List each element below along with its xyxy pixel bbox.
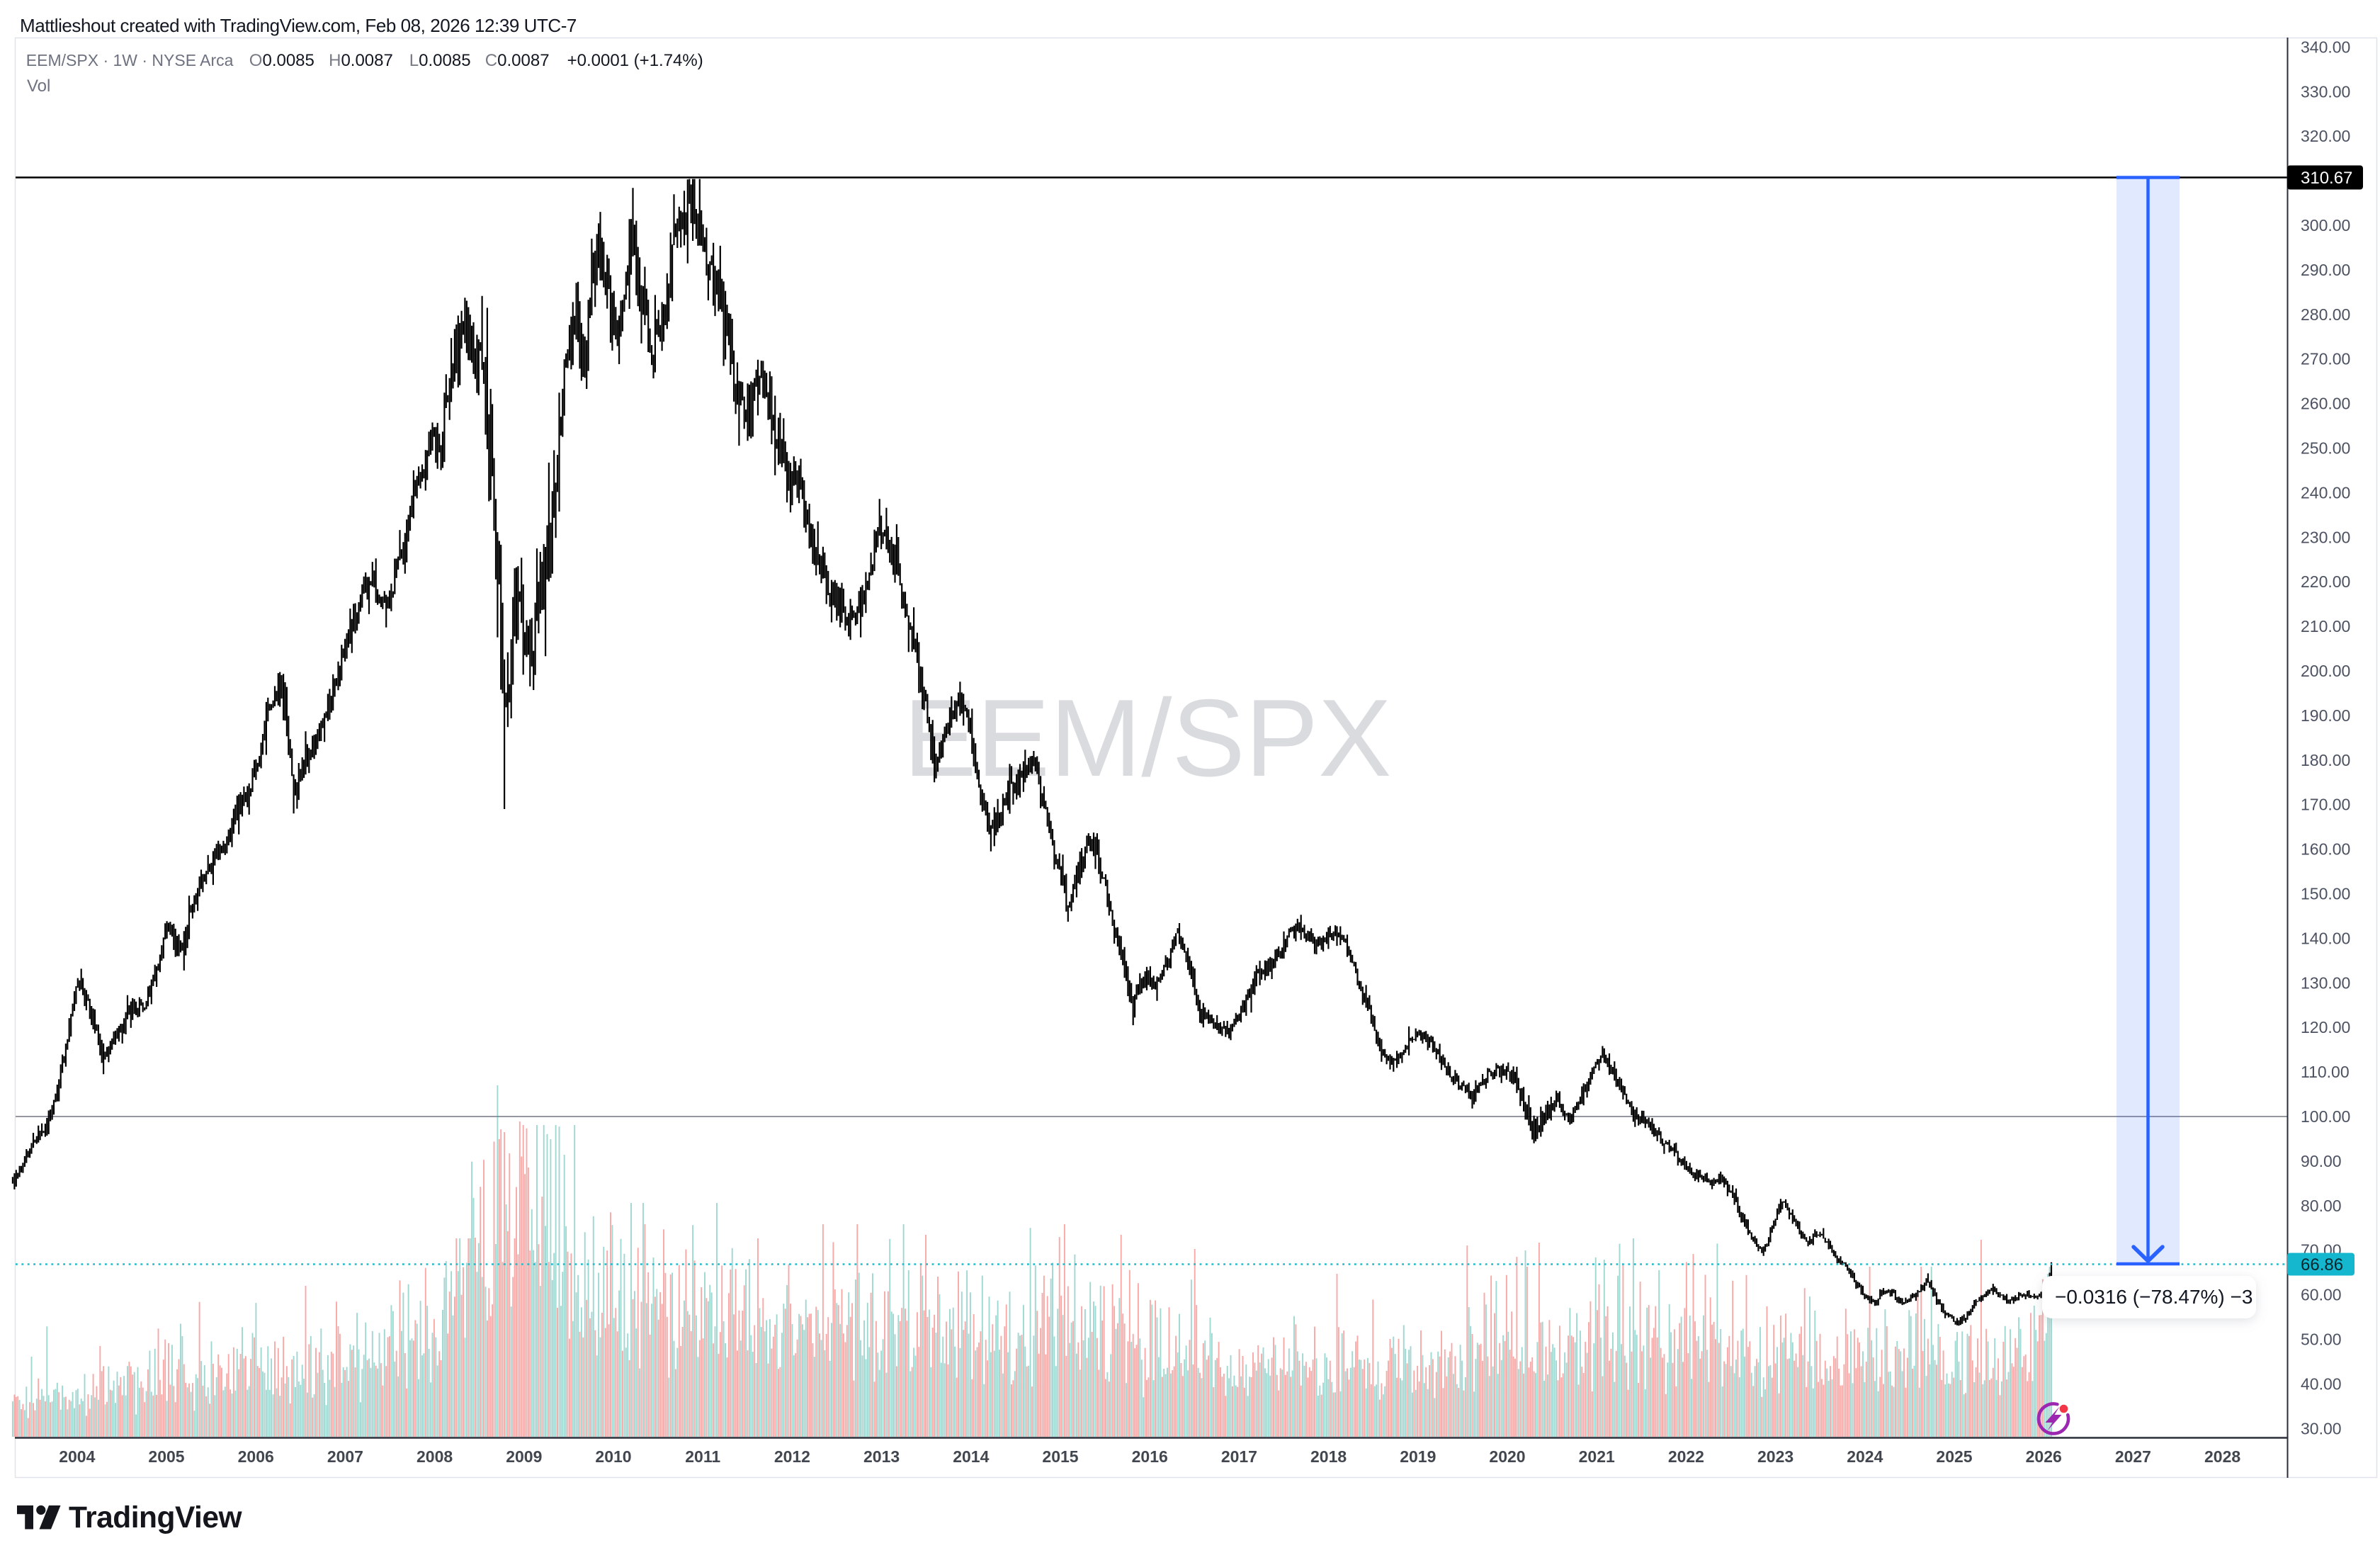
- svg-text:2007: 2007: [327, 1447, 363, 1466]
- svg-text:TradingView: TradingView: [69, 1501, 243, 1534]
- svg-text:120.00: 120.00: [2301, 1018, 2350, 1036]
- svg-text:30.00: 30.00: [2301, 1419, 2342, 1437]
- svg-text:290.00: 290.00: [2301, 261, 2350, 279]
- svg-text:2015: 2015: [1042, 1447, 1078, 1466]
- svg-text:Vol: Vol: [27, 77, 50, 96]
- svg-text:330.00: 330.00: [2301, 82, 2350, 101]
- svg-text:60.00: 60.00: [2301, 1286, 2342, 1304]
- svg-text:2010: 2010: [595, 1447, 631, 1466]
- svg-text:240.00: 240.00: [2301, 483, 2350, 502]
- svg-text:2022: 2022: [1668, 1447, 1704, 1466]
- svg-text:H0.0087: H0.0087: [329, 51, 393, 70]
- svg-text:160.00: 160.00: [2301, 840, 2350, 859]
- svg-text:66.86: 66.86: [2301, 1255, 2343, 1274]
- svg-text:2018: 2018: [1310, 1447, 1347, 1466]
- svg-text:190.00: 190.00: [2301, 706, 2350, 725]
- svg-text:L0.0085: L0.0085: [409, 51, 471, 70]
- svg-text:2025: 2025: [1936, 1447, 1972, 1466]
- svg-text:2008: 2008: [416, 1447, 453, 1466]
- svg-text:130.00: 130.00: [2301, 973, 2350, 992]
- svg-text:2013: 2013: [863, 1447, 900, 1466]
- svg-text:220.00: 220.00: [2301, 572, 2350, 591]
- svg-text:40.00: 40.00: [2301, 1374, 2342, 1393]
- svg-text:2027: 2027: [2115, 1447, 2151, 1466]
- svg-text:110.00: 110.00: [2301, 1063, 2350, 1081]
- svg-text:100.00: 100.00: [2301, 1107, 2350, 1126]
- svg-text:200.00: 200.00: [2301, 662, 2350, 680]
- svg-text:EEM/SPX: EEM/SPX: [903, 677, 1391, 799]
- svg-text:230.00: 230.00: [2301, 528, 2350, 546]
- svg-text:2014: 2014: [953, 1447, 989, 1466]
- svg-text:2005: 2005: [148, 1447, 184, 1466]
- svg-text:340.00: 340.00: [2301, 38, 2350, 56]
- svg-text:2011: 2011: [685, 1447, 720, 1466]
- svg-text:170.00: 170.00: [2301, 796, 2350, 814]
- svg-text:320.00: 320.00: [2301, 127, 2350, 145]
- svg-text:90.00: 90.00: [2301, 1152, 2342, 1170]
- svg-text:2028: 2028: [2204, 1447, 2240, 1466]
- svg-text:−0.0316 (−78.47%) −3: −0.0316 (−78.47%) −3: [2055, 1286, 2252, 1308]
- svg-text:2009: 2009: [506, 1447, 542, 1466]
- svg-text:300.00: 300.00: [2301, 216, 2350, 234]
- svg-text:2019: 2019: [1400, 1447, 1436, 1466]
- svg-text:+0.0001 (+1.74%): +0.0001 (+1.74%): [567, 51, 703, 70]
- svg-text:2016: 2016: [1132, 1447, 1168, 1466]
- svg-text:2026: 2026: [2026, 1447, 2062, 1466]
- svg-text:C0.0087: C0.0087: [485, 51, 550, 70]
- svg-text:140.00: 140.00: [2301, 929, 2350, 947]
- svg-text:2021: 2021: [1579, 1447, 1615, 1466]
- svg-text:2004: 2004: [59, 1447, 95, 1466]
- svg-text:210.00: 210.00: [2301, 617, 2350, 635]
- svg-text:O0.0085: O0.0085: [249, 51, 314, 70]
- svg-text:280.00: 280.00: [2301, 305, 2350, 324]
- svg-text:2024: 2024: [1847, 1447, 1883, 1466]
- svg-text:310.67: 310.67: [2301, 169, 2352, 188]
- svg-text:180.00: 180.00: [2301, 751, 2350, 769]
- svg-text:EEM/SPX · 1W · NYSE Arca: EEM/SPX · 1W · NYSE Arca: [26, 51, 234, 69]
- svg-text:2017: 2017: [1221, 1447, 1257, 1466]
- svg-text:260.00: 260.00: [2301, 395, 2350, 413]
- svg-text:2023: 2023: [1757, 1447, 1794, 1466]
- svg-text:2006: 2006: [238, 1447, 274, 1466]
- svg-text:50.00: 50.00: [2301, 1330, 2342, 1349]
- svg-text:Mattlieshout created with Trad: Mattlieshout created with TradingView.co…: [20, 15, 577, 36]
- svg-text:80.00: 80.00: [2301, 1197, 2342, 1215]
- svg-text:250.00: 250.00: [2301, 439, 2350, 458]
- svg-text:2012: 2012: [774, 1447, 810, 1466]
- svg-text:150.00: 150.00: [2301, 885, 2350, 903]
- svg-text:270.00: 270.00: [2301, 350, 2350, 368]
- svg-text:2020: 2020: [1489, 1447, 1525, 1466]
